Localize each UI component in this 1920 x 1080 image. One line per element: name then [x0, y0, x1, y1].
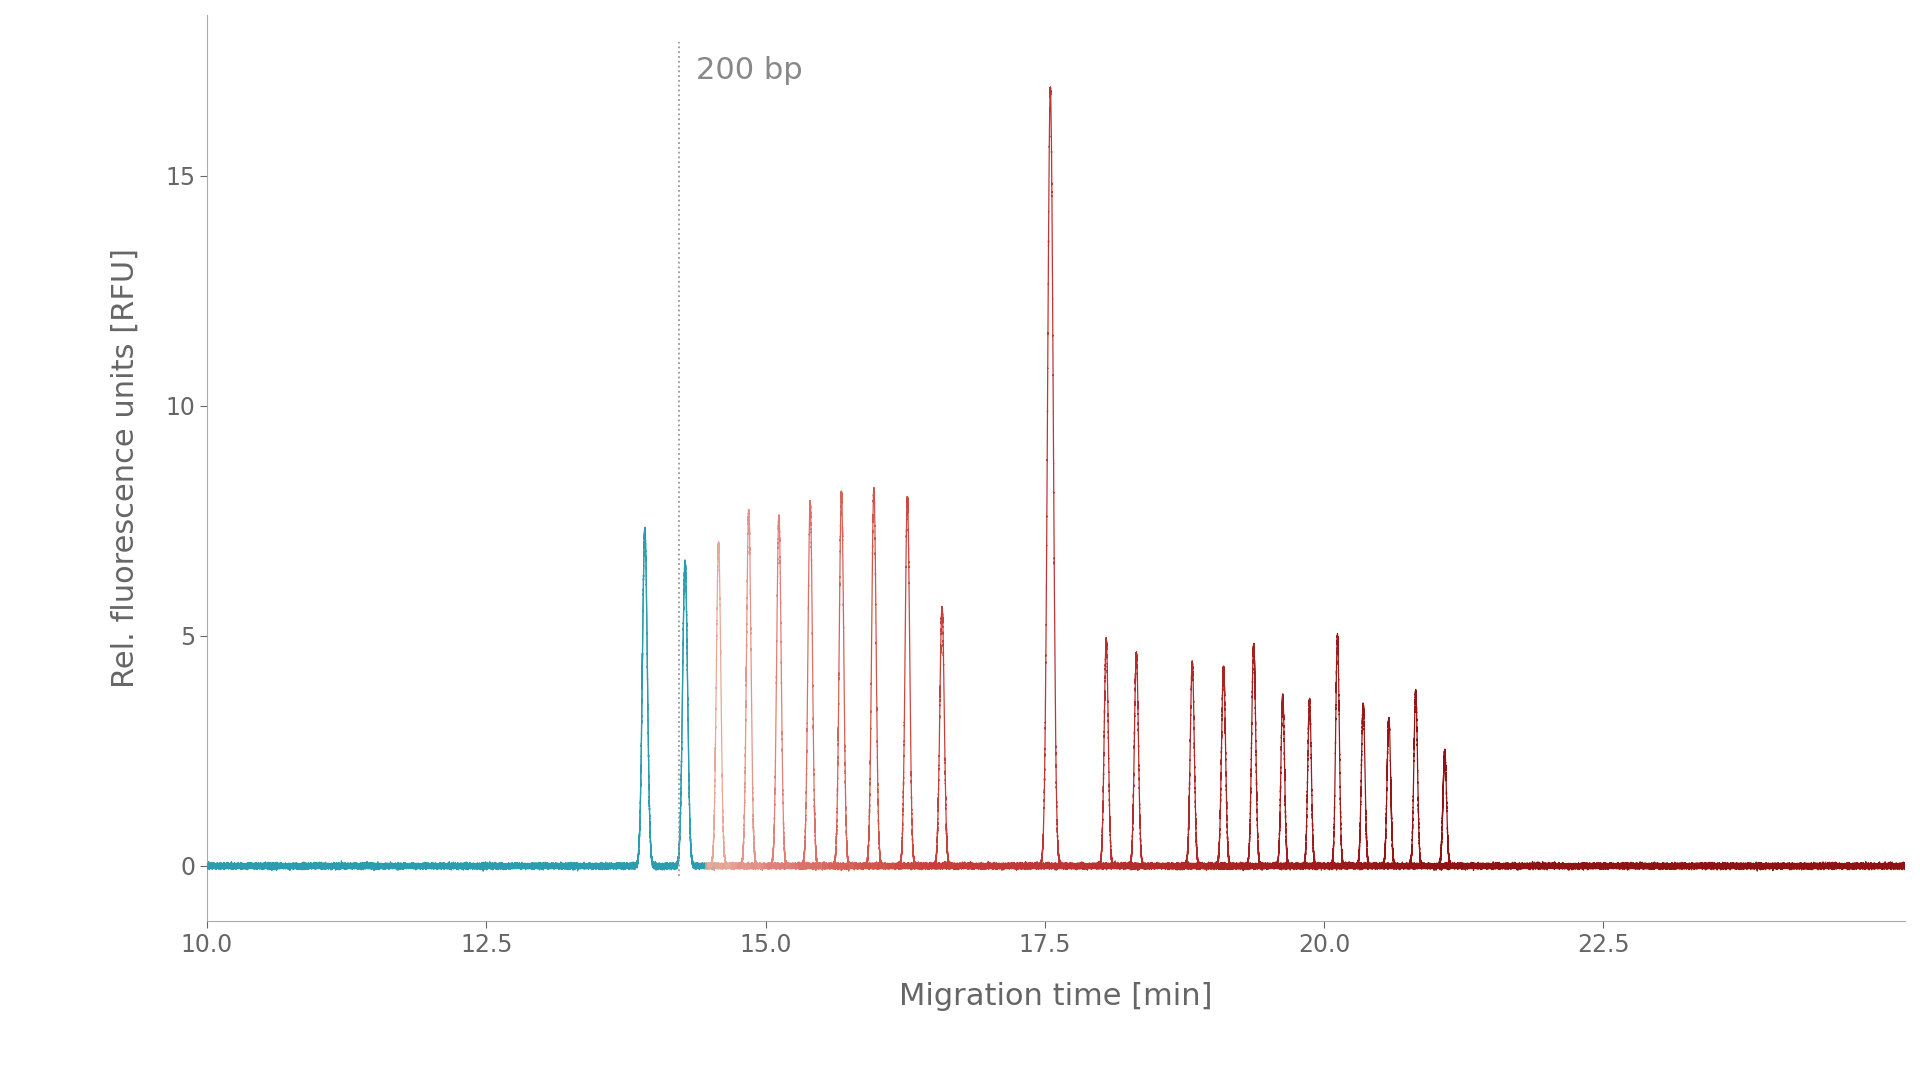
Text: 200 bp: 200 bp: [697, 56, 803, 85]
Y-axis label: Rel. fluorescence units [RFU]: Rel. fluorescence units [RFU]: [111, 248, 140, 688]
X-axis label: Migration time [min]: Migration time [min]: [899, 982, 1213, 1011]
